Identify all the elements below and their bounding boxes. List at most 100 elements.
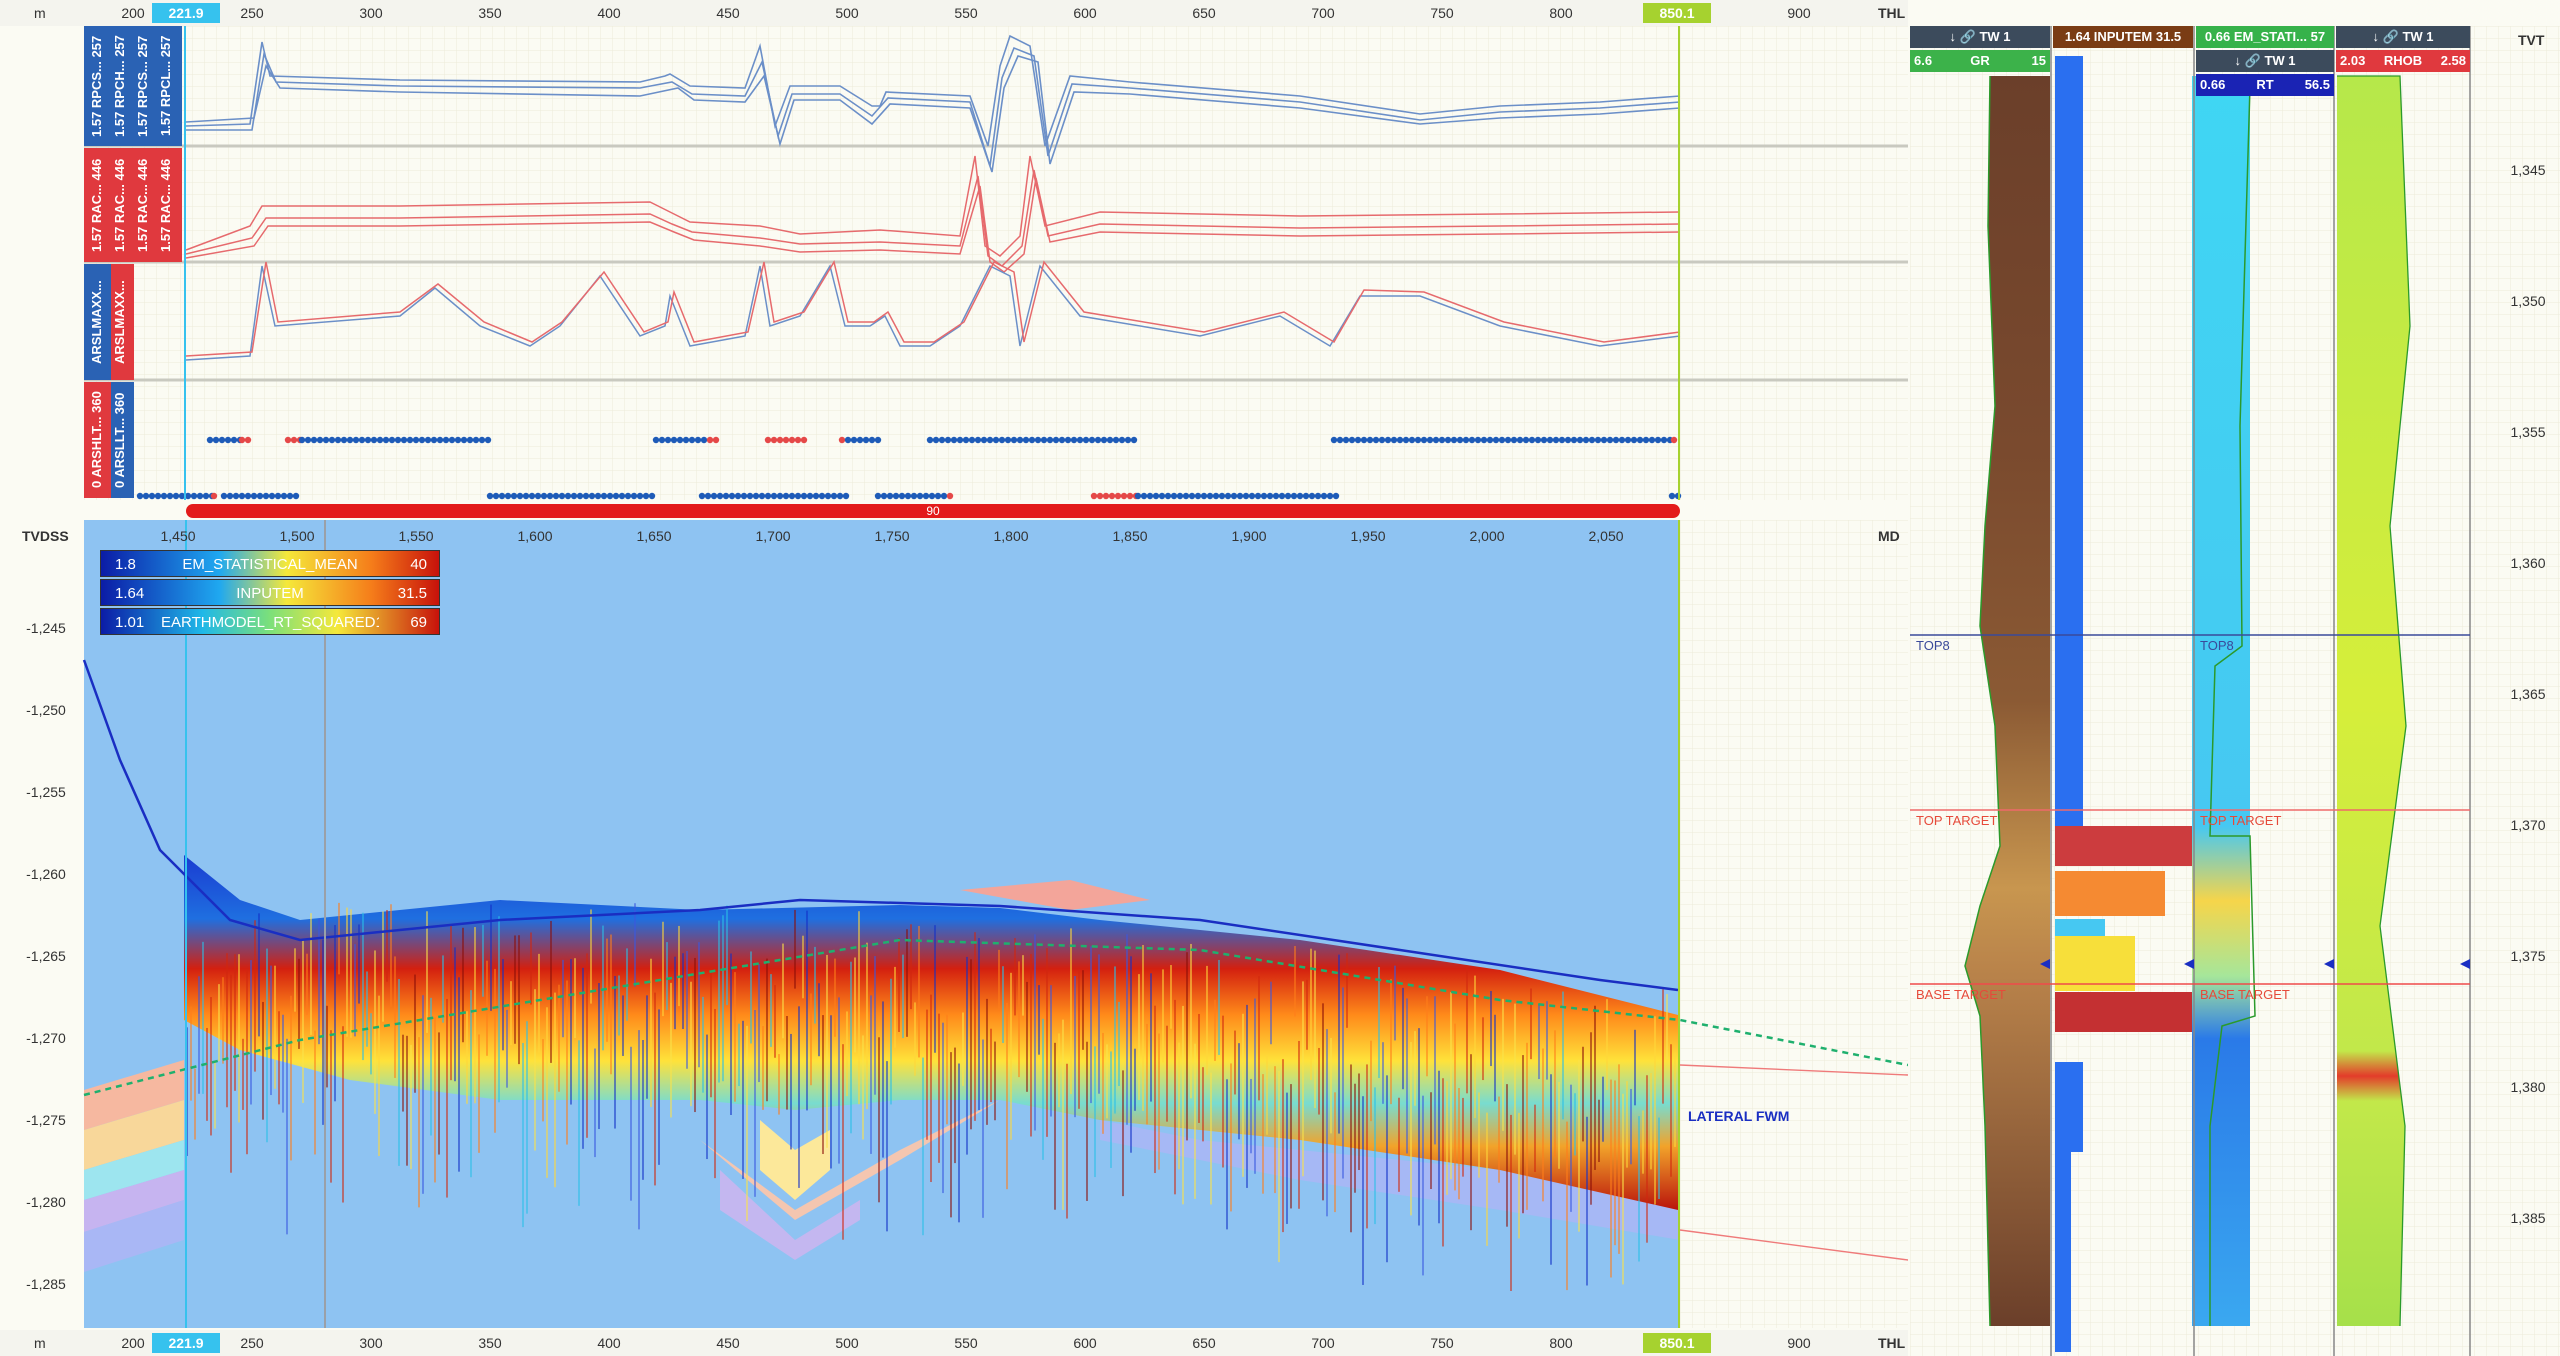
indicator-dot <box>290 436 298 444</box>
legend-name: EM_STATISTICAL_MEAN <box>182 556 358 573</box>
indicator-dot <box>546 492 554 500</box>
left-thl-marker[interactable]: 221.9 <box>152 1333 220 1353</box>
indicator-dot <box>1146 492 1154 500</box>
indicator-dot <box>1558 436 1566 444</box>
md-tick: 1,550 <box>398 528 434 544</box>
scale-name: RHOB <box>2383 53 2423 68</box>
indicator-dot <box>358 436 366 444</box>
section-canvas[interactable] <box>0 520 1908 1328</box>
indicator-dot <box>1426 436 1434 444</box>
indicator-dot <box>728 492 736 500</box>
link-icon[interactable]: 🔗 <box>1959 29 1976 44</box>
bottom-thl-axis[interactable]: m 200 250 300 350 400 450 500 550 600 650 700 750 80… <box>0 1330 1908 1356</box>
legend-name: EARTHMODEL_RT_SQUARED1 <box>161 614 379 631</box>
md-tick: 1,750 <box>874 528 910 544</box>
range-scrollbar[interactable]: 90 <box>186 504 1680 518</box>
download-icon[interactable]: ↓ <box>2372 29 2380 44</box>
indicator-dot <box>1576 436 1584 444</box>
tracks-panel[interactable]: ↓ 🔗 TW 1 6.6 GR 15 1.64 INPUTEM 31.5 0.6… <box>1910 26 2560 1356</box>
horizon-label-base-target[interactable]: BASE TARGET <box>2200 987 2290 1002</box>
left-marker-line[interactable] <box>184 26 186 500</box>
scale-min: 0.66 <box>2200 77 2226 92</box>
indicator-dot <box>1402 436 1410 444</box>
legend-low: 1.01 <box>115 614 145 631</box>
indicator-dot <box>1094 436 1102 444</box>
right-thl-marker[interactable]: 850.1 <box>1643 3 1711 23</box>
indicator-dot <box>232 492 240 500</box>
indicator-dot <box>284 436 292 444</box>
indicator-dot <box>206 436 214 444</box>
md-tick: 1,700 <box>755 528 791 544</box>
indicator-dot <box>922 492 930 500</box>
axis-unit-label: m <box>34 5 46 21</box>
indicator-dot <box>752 492 760 500</box>
indicator-dot <box>1076 436 1084 444</box>
indicator-dot <box>406 436 414 444</box>
top-thl-axis[interactable]: m 200 250 300 350 400 450 500 550 600 650 700 750 80… <box>0 0 1908 26</box>
indicator-dot <box>576 492 584 500</box>
legend-earthmodel-rt-squared[interactable]: 1.01 EARTHMODEL_RT_SQUARED1 69 <box>100 608 440 635</box>
indicator-dot <box>212 436 220 444</box>
indicator-dot <box>1468 436 1476 444</box>
indicator-dot <box>1046 436 1054 444</box>
indicator-dot <box>688 436 696 444</box>
em-track-title[interactable]: 0.66 EM_STATI... 57 <box>2196 26 2334 48</box>
rhob-track-title[interactable]: ↓ 🔗 TW 1 <box>2336 26 2470 48</box>
lane1-header[interactable] <box>84 26 182 146</box>
horizon-label-top-target[interactable]: TOP TARGET <box>2200 813 2282 828</box>
bottom-axis-tick: 550 <box>954 1335 978 1351</box>
indicator-dot <box>1330 436 1338 444</box>
indicator-dot <box>448 436 456 444</box>
indicator-dot <box>1016 436 1024 444</box>
legend-inputem[interactable]: 1.64 INPUTEM 31.5 <box>100 579 440 606</box>
indicator-dot <box>1140 492 1148 500</box>
download-icon[interactable]: ↓ <box>2234 53 2242 68</box>
log-lanes-panel[interactable]: 1.57 RPCS... 257 1.57 RPCH... 257 1.57 R… <box>0 26 1908 518</box>
indicator-dot <box>1378 436 1386 444</box>
indicator-dot <box>1636 436 1644 444</box>
indicator-dot <box>244 436 252 444</box>
link-icon[interactable]: 🔗 <box>2244 53 2261 68</box>
section-panel[interactable]: TVDSS MD 1,450 1,500 1,550 1,600 1,650 1,700 1… <box>0 520 1908 1328</box>
horizon-label-top8[interactable]: TOP8 <box>1916 638 1950 653</box>
gr-track-title[interactable]: ↓ 🔗 TW 1 <box>1910 26 2050 48</box>
top-axis-tick: 600 <box>1073 5 1097 21</box>
inputem-track-title[interactable]: 1.64 INPUTEM 31.5 <box>2053 26 2193 48</box>
legend-em-statistical-mean[interactable]: 1.8 EM_STATISTICAL_MEAN 40 <box>100 550 440 577</box>
indicator-dot <box>1242 492 1250 500</box>
indicator-dot <box>1040 436 1048 444</box>
indicator-dot <box>934 492 942 500</box>
rhob-scale-bar[interactable]: 2.03 RHOB 2.58 <box>2336 50 2470 72</box>
lane2-header[interactable] <box>84 148 182 262</box>
indicator-dot <box>1670 436 1678 444</box>
lane1-label-3: 1.57 RPCS... 257 <box>135 35 150 137</box>
horizon-label-base-target[interactable]: BASE TARGET <box>1916 987 2006 1002</box>
indicator-dot <box>928 492 936 500</box>
horizon-label-top8[interactable]: TOP8 <box>2200 638 2234 653</box>
left-thl-marker[interactable]: 221.9 <box>152 3 220 23</box>
indicator-dot <box>986 436 994 444</box>
indicator-dot <box>1360 436 1368 444</box>
indicator-dot <box>776 492 784 500</box>
indicator-dot <box>606 492 614 500</box>
indicator-dot <box>600 492 608 500</box>
indicator-dot <box>238 436 246 444</box>
gr-scale-bar[interactable]: 6.6 GR 15 <box>1910 50 2050 72</box>
download-icon[interactable]: ↓ <box>1949 29 1957 44</box>
horizon-label-top-target[interactable]: TOP TARGET <box>1916 813 1998 828</box>
indicator-dot <box>1088 436 1096 444</box>
right-marker-line[interactable] <box>1678 26 1680 500</box>
rt-scale-bar[interactable]: 0.66 RT 56.5 <box>2196 74 2334 96</box>
well-label[interactable]: LATERAL FWM <box>1688 1108 1790 1124</box>
indicator-dot <box>178 492 186 500</box>
top-axis-tick: 550 <box>954 5 978 21</box>
top-axis-tick: 400 <box>597 5 621 21</box>
bottom-axis-tick: 250 <box>240 1335 264 1351</box>
link-icon[interactable]: 🔗 <box>2382 29 2399 44</box>
indicator-dot <box>1124 436 1132 444</box>
rt-track-subtitle[interactable]: ↓ 🔗 TW 1 <box>2196 50 2334 72</box>
indicator-dot <box>484 436 492 444</box>
indicator-dot <box>836 492 844 500</box>
indicator-dot <box>268 492 276 500</box>
right-thl-marker[interactable]: 850.1 <box>1643 1333 1711 1353</box>
